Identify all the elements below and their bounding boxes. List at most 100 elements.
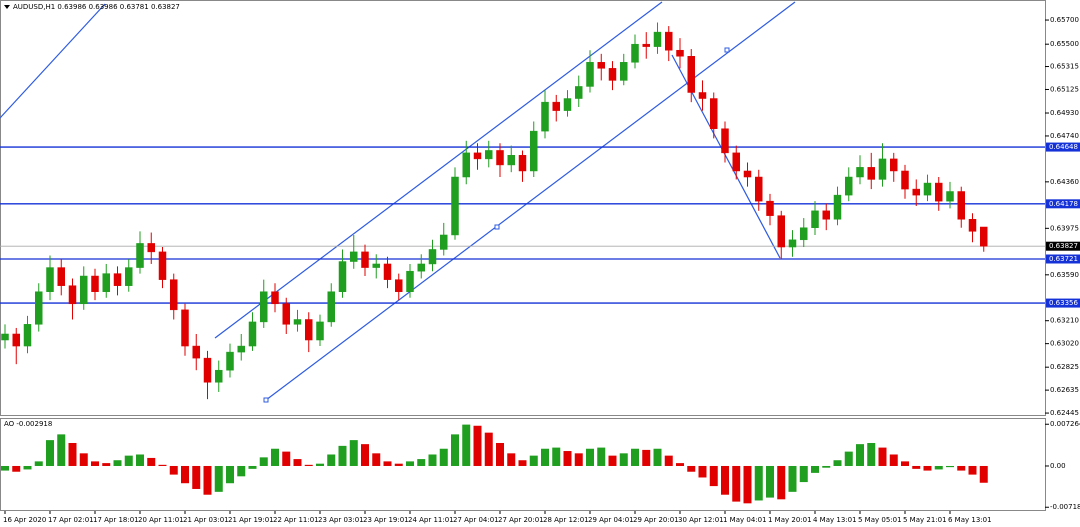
anchor bbox=[494, 224, 500, 230]
h-line-tag bbox=[1046, 199, 1080, 209]
ao-bar bbox=[259, 457, 268, 466]
candle-body bbox=[822, 210, 830, 220]
ao-bar bbox=[822, 465, 831, 468]
candle-body bbox=[878, 158, 887, 180]
channel-upper bbox=[214, 1, 663, 339]
candle-body bbox=[23, 324, 32, 347]
ao-bar bbox=[406, 461, 414, 466]
ao-bar bbox=[496, 442, 504, 466]
ao-bar bbox=[946, 465, 954, 468]
h-line-label: 0.63356 bbox=[1049, 299, 1078, 307]
channel-lower bbox=[265, 1, 796, 401]
ao-bar bbox=[518, 460, 527, 466]
y-tick-label: 0.63210 bbox=[1050, 317, 1079, 325]
candle-body bbox=[620, 62, 628, 81]
candle-body bbox=[80, 275, 88, 305]
x-tick-label: 17 Apr 18:01 bbox=[93, 516, 139, 524]
ao-bar bbox=[574, 453, 583, 466]
candle-body bbox=[597, 62, 605, 69]
ao-bar bbox=[608, 455, 617, 466]
ao-bar bbox=[687, 465, 696, 472]
y-tick-label: 0.65315 bbox=[1050, 63, 1079, 71]
ao-bar bbox=[923, 465, 932, 471]
ao-bar bbox=[721, 465, 729, 495]
ao-bar bbox=[968, 465, 977, 475]
candle-body bbox=[721, 128, 729, 154]
candle-body bbox=[57, 267, 65, 286]
ao-bar bbox=[552, 447, 561, 466]
candle-body bbox=[350, 251, 358, 262]
ao-bar bbox=[856, 444, 864, 466]
ao-bar bbox=[867, 442, 876, 466]
ao-bar bbox=[878, 447, 887, 466]
ao-bar bbox=[957, 465, 966, 471]
ao-bar bbox=[529, 455, 538, 466]
candle-body bbox=[856, 167, 864, 178]
ao-bar bbox=[57, 434, 66, 466]
ao-bar bbox=[169, 465, 178, 475]
candle-body bbox=[237, 345, 245, 353]
ao-bar bbox=[361, 444, 369, 466]
ao-bar bbox=[507, 453, 516, 466]
candle-body bbox=[957, 191, 965, 220]
ao-bar bbox=[282, 451, 291, 466]
candle-body bbox=[316, 321, 324, 341]
ao-bar bbox=[327, 454, 336, 466]
ao-bar bbox=[799, 465, 808, 483]
candle-body bbox=[698, 92, 707, 99]
candle-body bbox=[833, 194, 842, 220]
candle-body bbox=[552, 101, 560, 111]
candle-body bbox=[136, 243, 144, 268]
candle-body bbox=[215, 369, 223, 383]
ao-bar bbox=[732, 465, 741, 502]
ao-bar bbox=[754, 465, 763, 501]
candle-body bbox=[653, 31, 662, 47]
candle-body bbox=[440, 234, 448, 250]
candle-body bbox=[743, 170, 752, 178]
ao-bar bbox=[214, 465, 223, 492]
current-price-tag bbox=[1046, 241, 1080, 251]
candle-body bbox=[788, 239, 797, 248]
x-tick-label: 27 Apr 20:01 bbox=[498, 516, 544, 524]
ao-bar bbox=[349, 440, 358, 466]
ao-bar bbox=[383, 461, 392, 466]
ao-bar bbox=[653, 448, 662, 466]
ao-bar bbox=[46, 440, 54, 466]
trend-lines bbox=[0, 1, 796, 403]
candle-body bbox=[473, 152, 482, 160]
candle-body bbox=[226, 351, 234, 371]
candle-body bbox=[946, 191, 954, 202]
main-panel bbox=[0, 0, 1046, 416]
candle-body bbox=[113, 273, 122, 286]
ao-bar bbox=[833, 460, 842, 466]
candle-body bbox=[338, 261, 347, 292]
candle-body bbox=[530, 130, 538, 172]
ao-bar bbox=[586, 448, 594, 466]
y-tick-label: 0.65125 bbox=[1050, 85, 1079, 93]
candle-body bbox=[361, 251, 369, 268]
y-tick-label: 0.62825 bbox=[1050, 363, 1079, 371]
current-price-label: 0.63827 bbox=[1049, 242, 1078, 250]
candle-body bbox=[496, 150, 504, 166]
candle-body bbox=[800, 227, 808, 241]
candle-body bbox=[541, 101, 549, 132]
x-tick-label: 1 May 04:01 bbox=[723, 516, 767, 524]
ao-bar bbox=[271, 448, 279, 466]
candle-body bbox=[575, 86, 583, 99]
candle-body bbox=[608, 68, 617, 81]
x-tick-label: 1 May 20:01 bbox=[768, 516, 812, 524]
candle-body bbox=[417, 263, 425, 272]
candle-body bbox=[687, 56, 695, 93]
x-tick-label: 17 Apr 02:01 bbox=[48, 516, 94, 524]
candle-body bbox=[395, 279, 403, 292]
x-tick-label: 16 Apr 2020 bbox=[3, 516, 46, 524]
candle-body bbox=[158, 251, 167, 280]
y-tick-label: 0.63590 bbox=[1050, 271, 1079, 279]
h-line-label: 0.64178 bbox=[1049, 200, 1078, 208]
ao-bar bbox=[113, 460, 122, 466]
ao-bar bbox=[79, 453, 88, 466]
ao-bar bbox=[34, 461, 43, 466]
ao-title: AO -0.002918 bbox=[4, 420, 52, 428]
